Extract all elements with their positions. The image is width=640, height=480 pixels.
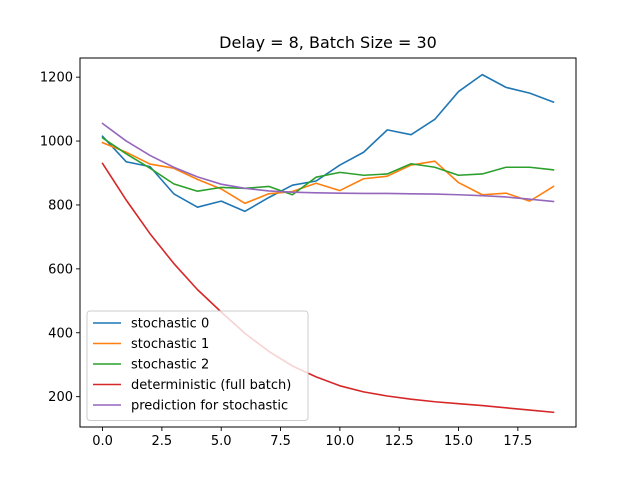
y-tick-label: 600 bbox=[48, 262, 73, 277]
series-line-4 bbox=[101, 122, 555, 203]
plot-frame bbox=[79, 57, 577, 428]
series-line-3 bbox=[101, 162, 555, 414]
x-tick-label: 2.5 bbox=[152, 434, 173, 449]
series-line-0 bbox=[101, 73, 555, 213]
y-tick-label: 1000 bbox=[40, 135, 73, 150]
y-tick-label: 200 bbox=[48, 390, 73, 405]
legend-label: stochastic 2 bbox=[131, 358, 209, 373]
x-tick-label: 12.5 bbox=[385, 434, 414, 449]
legend-label: stochastic 1 bbox=[131, 337, 209, 352]
x-tick-label: 7.5 bbox=[270, 434, 291, 449]
x-tick-label: 10.0 bbox=[325, 434, 354, 449]
legend-label: deterministic (full batch) bbox=[131, 378, 291, 393]
series-line-1 bbox=[101, 141, 555, 205]
legend: stochastic 0 stochastic 1 stochastic 2 dete… bbox=[86, 310, 309, 421]
y-tick-label: 800 bbox=[48, 198, 73, 213]
x-axis: 0.0 2.5 5.0 7.5 10.0 12.5 15.0 17.5 bbox=[92, 427, 532, 449]
series-line-2 bbox=[101, 136, 555, 196]
y-tick-label: 400 bbox=[48, 326, 73, 341]
x-tick-label: 17.5 bbox=[503, 434, 532, 449]
legend-label: stochastic 0 bbox=[131, 317, 209, 332]
x-tick-label: 0.0 bbox=[92, 434, 113, 449]
y-axis: 200 400 600 800 1000 1200 bbox=[40, 71, 80, 405]
x-tick-label: 5.0 bbox=[211, 434, 232, 449]
y-tick-label: 1200 bbox=[40, 71, 73, 86]
series-layer bbox=[101, 73, 555, 414]
chart-title: Delay = 8, Batch Size = 30 bbox=[219, 33, 437, 52]
legend-label: prediction for stochastic bbox=[131, 399, 288, 414]
legend-box bbox=[86, 310, 309, 421]
x-tick-label: 15.0 bbox=[444, 434, 473, 449]
